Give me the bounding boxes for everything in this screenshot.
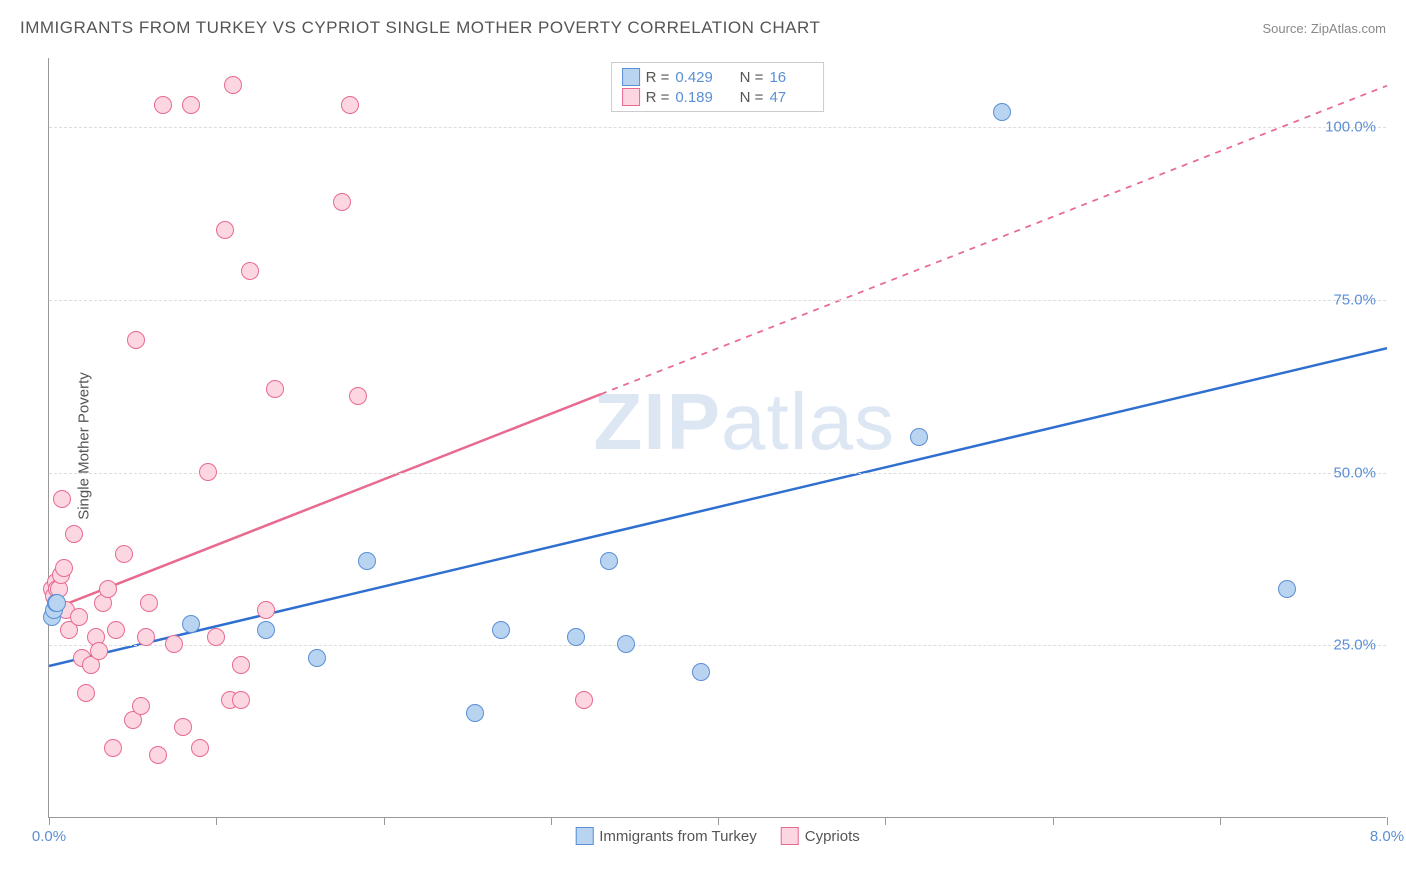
data-point [567, 628, 585, 646]
data-point [308, 649, 326, 667]
data-point [575, 691, 593, 709]
data-point [99, 580, 117, 598]
x-tick [49, 817, 50, 825]
data-point [257, 601, 275, 619]
data-point [115, 545, 133, 563]
gridline [49, 645, 1386, 646]
data-point [182, 96, 200, 114]
data-point [910, 428, 928, 446]
data-point [90, 642, 108, 660]
data-point [349, 387, 367, 405]
x-tick [1053, 817, 1054, 825]
legend-swatch [622, 68, 640, 86]
legend-swatch [622, 88, 640, 106]
data-point [107, 621, 125, 639]
data-point [993, 103, 1011, 121]
r-label: R = [646, 89, 670, 106]
trend-line-dashed [601, 86, 1387, 394]
y-tick-label: 50.0% [1333, 464, 1376, 481]
y-tick-label: 100.0% [1325, 119, 1376, 136]
gridline [49, 300, 1386, 301]
data-point [104, 739, 122, 757]
data-point [132, 697, 150, 715]
n-value: 16 [769, 69, 813, 86]
series-legend: Immigrants from Turkey Cypriots [575, 827, 860, 845]
legend-swatch [781, 827, 799, 845]
data-point [692, 663, 710, 681]
x-tick [1387, 817, 1388, 825]
legend-stats-row: R = 0.429 N = 16 [622, 67, 814, 87]
data-point [224, 76, 242, 94]
data-point [341, 96, 359, 114]
x-tick [1220, 817, 1221, 825]
data-point [617, 635, 635, 653]
data-point [174, 718, 192, 736]
y-tick-label: 25.0% [1333, 637, 1376, 654]
n-label: N = [740, 69, 764, 86]
r-value: 0.189 [675, 89, 719, 106]
data-point [182, 615, 200, 633]
data-point [466, 704, 484, 722]
data-point [257, 621, 275, 639]
data-point [600, 552, 618, 570]
data-point [241, 262, 259, 280]
legend-item: Cypriots [781, 827, 860, 845]
x-tick [216, 817, 217, 825]
data-point [55, 559, 73, 577]
data-point [154, 96, 172, 114]
legend-label: Immigrants from Turkey [599, 828, 757, 845]
scatter-chart: ZIPatlas R =0.429 N =16R =0.189 N =47 Im… [48, 58, 1386, 818]
data-point [70, 608, 88, 626]
x-tick [885, 817, 886, 825]
data-point [492, 621, 510, 639]
legend-stats-row: R = 0.189 N = 47 [622, 87, 814, 107]
source-label: Source: ZipAtlas.com [1262, 21, 1386, 36]
r-label: R = [646, 69, 670, 86]
data-point [53, 490, 71, 508]
data-point [65, 525, 83, 543]
n-value: 47 [769, 89, 813, 106]
data-point [149, 746, 167, 764]
legend-label: Cypriots [805, 828, 860, 845]
correlation-legend: R = 0.429 N = 16 R = 0.189 N = 47 [611, 62, 825, 112]
data-point [191, 739, 209, 757]
data-point [127, 331, 145, 349]
data-point [232, 656, 250, 674]
gridline [49, 127, 1386, 128]
chart-header: IMMIGRANTS FROM TURKEY VS CYPRIOT SINGLE… [20, 18, 1386, 38]
data-point [137, 628, 155, 646]
data-point [266, 380, 284, 398]
data-point [207, 628, 225, 646]
data-point [77, 684, 95, 702]
legend-swatch [575, 827, 593, 845]
gridline [49, 473, 1386, 474]
chart-title: IMMIGRANTS FROM TURKEY VS CYPRIOT SINGLE… [20, 18, 820, 38]
x-tick [551, 817, 552, 825]
data-point [333, 193, 351, 211]
data-point [48, 594, 66, 612]
data-point [232, 691, 250, 709]
trend-line-solid [49, 348, 1387, 666]
x-tick-label: 0.0% [32, 828, 66, 845]
x-tick [384, 817, 385, 825]
data-point [140, 594, 158, 612]
x-tick [718, 817, 719, 825]
r-value: 0.429 [675, 69, 719, 86]
trend-line-solid [49, 394, 601, 611]
data-point [165, 635, 183, 653]
data-point [1278, 580, 1296, 598]
x-tick-label: 8.0% [1370, 828, 1404, 845]
legend-item: Immigrants from Turkey [575, 827, 757, 845]
y-tick-label: 75.0% [1333, 291, 1376, 308]
data-point [216, 221, 234, 239]
n-label: N = [740, 89, 764, 106]
data-point [199, 463, 217, 481]
data-point [358, 552, 376, 570]
